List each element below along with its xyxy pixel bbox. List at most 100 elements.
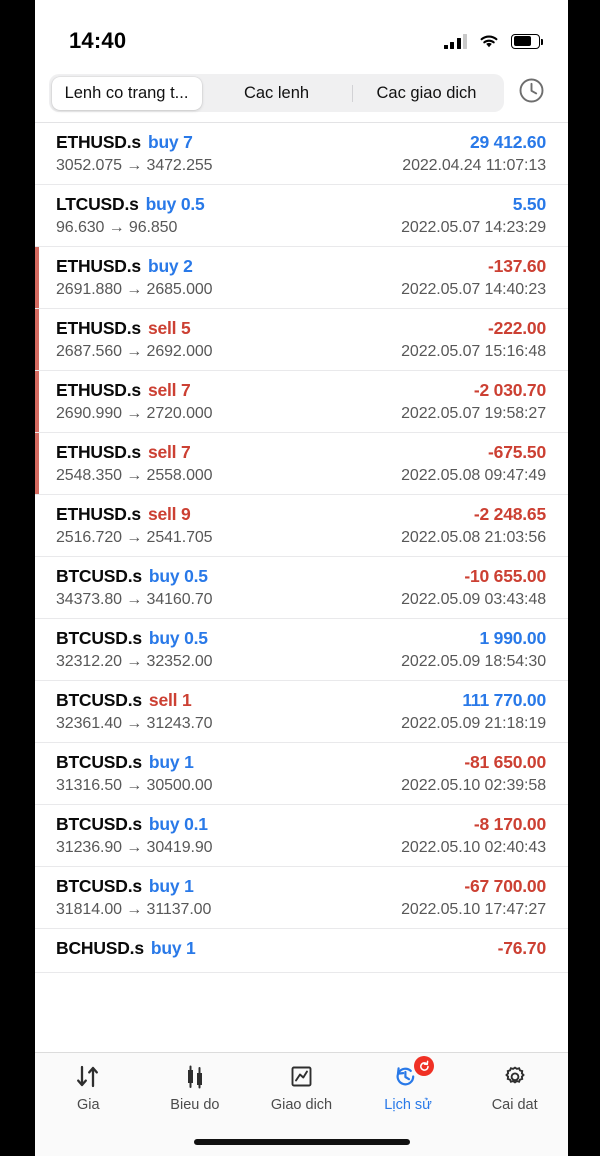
- nav-label-quotes: Gia: [77, 1097, 100, 1113]
- deal-symbol: BTCUSD.s: [56, 752, 142, 772]
- table-row[interactable]: ETHUSD.s sell 5 -222.00 2687.560 → 2692.000…: [35, 309, 568, 371]
- table-row[interactable]: ETHUSD.s buy 2 -137.60 2691.880 → 2685.000 2…: [35, 247, 568, 309]
- table-row[interactable]: BTCUSD.s buy 1 -81 650.00 31316.50 → 30500.…: [35, 743, 568, 805]
- table-row[interactable]: BTCUSD.s buy 0.5 -10 655.00 34373.80 → 3416…: [35, 557, 568, 619]
- deal-time: 2022.05.08 21:03:56: [401, 529, 546, 546]
- table-row[interactable]: BCHUSD.s buy 1 -76.70: [35, 929, 568, 973]
- deal-symbol-action: LTCUSD.s buy 0.5: [56, 194, 205, 215]
- deal-details: 31316.50 → 30500.00 2022.05.10 02:39:58: [56, 777, 546, 795]
- deal-header: ETHUSD.s buy 2 -137.60: [56, 256, 546, 277]
- table-row[interactable]: LTCUSD.s buy 0.5 5.50 96.630 → 96.850 2022.0…: [35, 185, 568, 247]
- history-period-button[interactable]: [510, 74, 552, 112]
- deal-action-volume: buy 0.5: [148, 566, 208, 586]
- deal-header: BTCUSD.s buy 0.5 -10 655.00: [56, 566, 546, 587]
- deal-history-list[interactable]: ETHUSD.s buy 7 29 412.60 3052.075 → 3472.25…: [35, 122, 568, 988]
- deal-action-volume: sell 7: [147, 442, 191, 462]
- deal-action-volume: buy 1: [150, 938, 196, 958]
- tab-deals[interactable]: Cac giao dich: [351, 77, 502, 110]
- table-row[interactable]: BTCUSD.s sell 1 111 770.00 32361.40 → 31243…: [35, 681, 568, 743]
- deal-symbol-action: ETHUSD.s sell 5: [56, 318, 191, 339]
- deal-time: 2022.05.07 14:23:29: [401, 219, 546, 236]
- deal-profit: -2 030.70: [473, 380, 546, 400]
- gear-icon: [500, 1062, 530, 1092]
- deal-symbol: BTCUSD.s: [56, 690, 142, 710]
- deal-time: 2022.05.09 03:43:48: [401, 591, 546, 608]
- deal-prices: 31236.90 → 30419.90: [56, 839, 213, 856]
- deal-details: 3052.075 → 3472.255 2022.04.24 11:07:13: [56, 157, 546, 175]
- deal-time: 2022.05.10 02:39:58: [401, 777, 546, 794]
- deal-details: 2516.720 → 2541.705 2022.05.08 21:03:56: [56, 529, 546, 547]
- deal-profit: -222.00: [488, 318, 546, 338]
- deal-symbol-action: BTCUSD.s buy 1: [56, 752, 194, 773]
- deal-profit: 5.50: [512, 194, 546, 214]
- nav-item-charts[interactable]: Bieu do: [142, 1062, 249, 1113]
- deal-action-volume: sell 1: [148, 690, 192, 710]
- trade-chart-icon: [286, 1062, 316, 1092]
- deal-symbol-action: BCHUSD.s buy 1: [56, 938, 196, 959]
- deal-symbol: BTCUSD.s: [56, 628, 142, 648]
- deal-action-volume: sell 7: [147, 380, 191, 400]
- table-row[interactable]: BTCUSD.s buy 1 -67 700.00 31814.00 → 31137.…: [35, 867, 568, 929]
- nav-label-settings: Cai dat: [491, 1097, 538, 1113]
- nav-item-quotes[interactable]: Gia: [35, 1062, 142, 1113]
- deal-time: 2022.05.07 19:58:27: [401, 405, 546, 422]
- deal-details: 96.630 → 96.850 2022.05.07 14:23:29: [56, 219, 546, 237]
- nav-item-settings[interactable]: Cai dat: [461, 1062, 568, 1113]
- deal-symbol: BCHUSD.s: [56, 938, 144, 958]
- deal-header: ETHUSD.s sell 7 -675.50: [56, 442, 546, 463]
- quotes-arrows-icon: [73, 1062, 103, 1092]
- deal-header: BTCUSD.s sell 1 111 770.00: [56, 690, 546, 711]
- deal-details: 31236.90 → 30419.90 2022.05.10 02:40:43: [56, 839, 546, 857]
- deal-prices: 3052.075 → 3472.255: [56, 157, 213, 174]
- deal-profit: -2 248.65: [473, 504, 546, 524]
- deal-details: 2687.560 → 2692.000 2022.05.07 15:16:48: [56, 343, 546, 361]
- nav-label-history: Lịch sử: [384, 1097, 432, 1113]
- table-row[interactable]: ETHUSD.s sell 7 -675.50 2548.350 → 2558.000…: [35, 433, 568, 495]
- deal-details: 2691.880 → 2685.000 2022.05.07 14:40:23: [56, 281, 546, 299]
- deal-details: 34373.80 → 34160.70 2022.05.09 03:43:48: [56, 591, 546, 609]
- deal-details: 32312.20 → 32352.00 2022.05.09 18:54:30: [56, 653, 546, 671]
- tab-orders[interactable]: Cac lenh: [243, 83, 310, 102]
- deal-time: 2022.05.09 21:18:19: [401, 715, 546, 732]
- deal-action-volume: buy 7: [147, 132, 193, 152]
- nav-item-trade[interactable]: Giao dich: [248, 1062, 355, 1113]
- home-indicator: [193, 1139, 410, 1145]
- deal-symbol: BTCUSD.s: [56, 566, 142, 586]
- deal-header: BTCUSD.s buy 1 -81 650.00: [56, 752, 546, 773]
- deal-symbol-action: ETHUSD.s sell 7: [56, 380, 191, 401]
- deal-action-volume: buy 2: [147, 256, 193, 276]
- deal-header: BTCUSD.s buy 0.1 -8 170.00: [56, 814, 546, 835]
- status-time: 14:40: [69, 28, 127, 53]
- deal-symbol: LTCUSD.s: [56, 194, 139, 214]
- deal-prices: 32361.40 → 31243.70: [56, 715, 213, 732]
- table-row[interactable]: ETHUSD.s sell 9 -2 248.65 2516.720 → 2541.7…: [35, 495, 568, 557]
- candlestick-icon: [180, 1062, 210, 1092]
- deal-prices: 2548.350 → 2558.000: [56, 467, 213, 484]
- table-row[interactable]: BTCUSD.s buy 0.5 1 990.00 32312.20 → 32352.…: [35, 619, 568, 681]
- deal-time: 2022.05.07 15:16:48: [401, 343, 546, 360]
- refresh-badge-icon: [414, 1056, 435, 1076]
- table-row[interactable]: ETHUSD.s buy 7 29 412.60 3052.075 → 3472.25…: [35, 123, 568, 185]
- status-bar: 14:40: [35, 12, 568, 70]
- table-row[interactable]: BTCUSD.s buy 0.1 -8 170.00 31236.90 → 30419…: [35, 805, 568, 867]
- cellular-signal-icon: [443, 33, 467, 49]
- tab-pending-orders[interactable]: Lenh co trang t...: [51, 76, 202, 110]
- deal-time: 2022.05.10 02:40:43: [401, 839, 546, 856]
- nav-label-charts: Bieu do: [170, 1097, 220, 1113]
- deal-time: 2022.05.10 17:47:27: [401, 901, 546, 918]
- nav-item-history[interactable]: Lịch sử: [355, 1056, 462, 1113]
- deal-header: ETHUSD.s buy 7 29 412.60: [56, 132, 546, 153]
- deal-symbol: ETHUSD.s: [56, 256, 141, 276]
- deal-prices: 31316.50 → 30500.00: [56, 777, 213, 794]
- deal-profit: 1 990.00: [479, 628, 546, 648]
- deal-time: 2022.05.07 14:40:23: [401, 281, 546, 298]
- deal-profit: -76.70: [497, 938, 547, 958]
- deal-details: 31814.00 → 31137.00 2022.05.10 17:47:27: [56, 901, 546, 919]
- deal-time: 2022.05.09 18:54:30: [401, 653, 546, 670]
- table-row[interactable]: ETHUSD.s sell 7 -2 030.70 2690.990 → 2720.0…: [35, 371, 568, 433]
- deal-prices: 31814.00 → 31137.00: [56, 901, 212, 918]
- wifi-icon: [478, 33, 500, 49]
- deal-prices: 2516.720 → 2541.705: [56, 529, 213, 546]
- deal-header: ETHUSD.s sell 7 -2 030.70: [56, 380, 546, 401]
